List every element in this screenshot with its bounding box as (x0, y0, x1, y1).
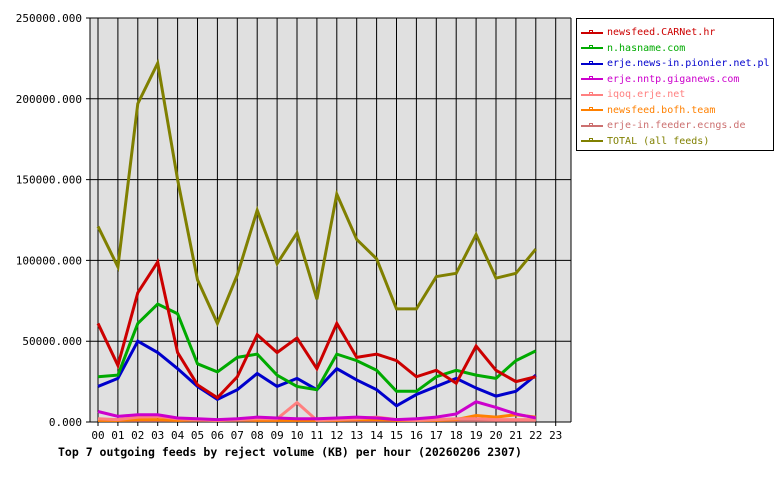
x-tick-label: 10 (290, 429, 303, 442)
legend-item: TOTAL (all feeds) (577, 134, 773, 150)
x-tick-label: 04 (171, 429, 185, 442)
legend-label: n.hasname.com (607, 42, 686, 54)
legend-item: newsfeed.CARNet.hr (577, 25, 773, 41)
legend-item: newsfeed.bofh.team (577, 103, 773, 119)
x-tick-label: 15 (390, 429, 403, 442)
x-tick-label: 18 (450, 429, 463, 442)
legend-swatch-icon (581, 122, 603, 127)
series-lines (96, 58, 537, 422)
x-tick-label: 23 (549, 429, 562, 442)
x-tick-label: 21 (509, 429, 522, 442)
x-tick-label: 06 (211, 429, 224, 442)
legend: newsfeed.CARNet.hr n.hasname.com erje.news… (576, 18, 774, 151)
legend-swatch-icon (581, 29, 603, 34)
x-tick-label: 02 (131, 429, 144, 442)
x-tick-label: 13 (350, 429, 363, 442)
legend-item: erje-in.feeder.ecngs.de (577, 118, 773, 134)
legend-swatch-icon (581, 60, 603, 65)
x-tick-label: 20 (489, 429, 502, 442)
legend-item: n.hasname.com (577, 41, 773, 57)
series-line-erje-nntp-giganews-com (97, 400, 537, 422)
legend-item: erje.nntp.giganews.com (577, 72, 773, 88)
series-line-newsfeed-carnet-hr (96, 258, 537, 400)
legend-item: erje.news-in.pionier.net.pl (577, 56, 773, 72)
x-tick-label: 01 (111, 429, 124, 442)
legend-swatch-icon (581, 138, 603, 143)
y-tick-label: 250000.000 (16, 12, 82, 25)
legend-label: erje-in.feeder.ecngs.de (607, 120, 746, 131)
legend-label: iqoq.erje.net (607, 89, 686, 100)
x-tick-label: 16 (410, 429, 423, 442)
y-tick-label: 200000.000 (16, 93, 82, 106)
legend-swatch-icon (581, 91, 603, 96)
legend-item: iqoq.erje.net (577, 87, 773, 103)
x-tick-label: 09 (270, 429, 283, 442)
y-tick-label: 50000.000 (22, 335, 82, 348)
legend-label: newsfeed.CARNet.hr (607, 27, 716, 38)
x-tick-label: 22 (529, 429, 542, 442)
series-line-total-all-feeds- (96, 58, 537, 328)
x-tick-label: 07 (231, 429, 244, 442)
chart-title: Top 7 outgoing feeds by reject volume (K… (58, 445, 522, 459)
x-tick-label: 08 (251, 429, 264, 442)
legend-label: TOTAL (all feeds) (607, 135, 710, 147)
tick-labels: 00 01 02 03 04 05 06 07 08 09 10 11 12 13 14 15 16 17 18 19… (16, 12, 563, 442)
x-tick-label: 14 (370, 429, 384, 442)
legend-label: erje.news-in.pionier.net.pl (607, 58, 770, 69)
legend-swatch-icon (581, 45, 603, 50)
grid (86, 17, 572, 426)
y-tick-label: 100000.000 (16, 254, 82, 267)
x-tick-label: 17 (430, 429, 443, 442)
x-tick-label: 03 (151, 429, 164, 442)
legend-label: newsfeed.bofh.team (607, 104, 716, 116)
y-tick-label: 150000.000 (16, 174, 82, 187)
x-tick-label: 11 (310, 429, 323, 442)
y-tick-label: 0.000 (49, 416, 82, 429)
legend-swatch-icon (581, 76, 603, 81)
legend-label: erje.nntp.giganews.com (607, 73, 740, 85)
x-tick-label: 12 (330, 429, 343, 442)
x-tick-label: 00 (91, 429, 104, 442)
x-tick-label: 05 (191, 429, 204, 442)
x-tick-label: 19 (469, 429, 482, 442)
legend-swatch-icon (581, 107, 603, 112)
